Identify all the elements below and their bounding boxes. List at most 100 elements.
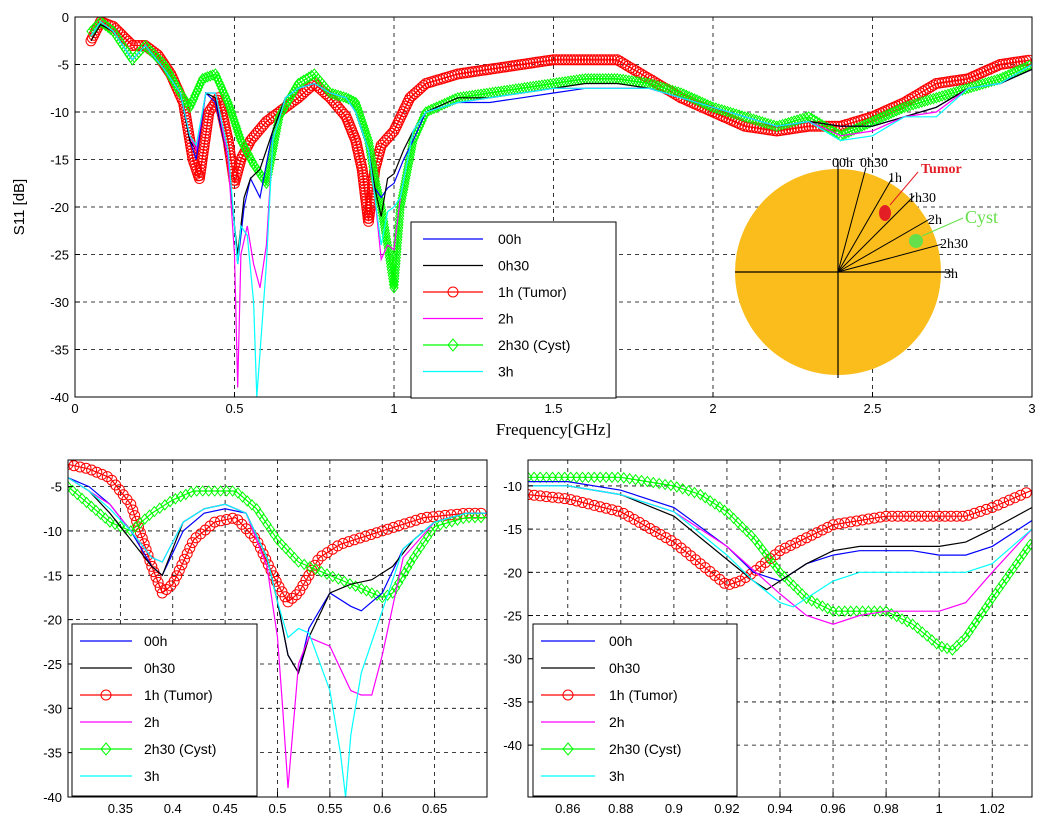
y-tick-label: -30 (43, 701, 62, 716)
marker-circle (628, 513, 640, 525)
marker-diamond (529, 471, 539, 484)
marker-circle (173, 564, 185, 576)
marker-diamond (928, 92, 939, 105)
marker-circle (262, 559, 274, 571)
marker-diamond (218, 85, 228, 97)
marker-diamond (705, 100, 715, 112)
marker-diamond (991, 587, 1001, 600)
marker-circle (998, 497, 1010, 509)
marker-circle (540, 491, 552, 503)
marker-diamond (1025, 538, 1032, 551)
x-tick-label: 0.5 (268, 801, 286, 816)
tumor-label: Tumor (921, 162, 962, 177)
legend-label: 2h (609, 714, 625, 730)
cyst-pointer (921, 217, 964, 237)
marker-diamond (400, 566, 410, 579)
legend-label: 00h (498, 231, 521, 247)
marker-circle (597, 54, 609, 66)
marker-diamond (204, 485, 214, 497)
marker-diamond (240, 142, 250, 155)
marker-diamond (719, 104, 730, 117)
marker-diamond (687, 91, 697, 104)
marker-diamond (362, 131, 373, 144)
marker-circle (635, 68, 647, 80)
x-tick-label: 0 (71, 401, 78, 416)
marker-diamond (236, 134, 246, 147)
y-tick-label: -15 (503, 522, 522, 537)
legend-label: 0h30 (144, 660, 175, 676)
marker-diamond (728, 107, 738, 120)
legend-item: 2h (541, 714, 625, 730)
marker-diamond (239, 139, 249, 152)
marker-diamond (221, 485, 232, 497)
x-tick-label: 0.6 (373, 801, 391, 816)
marker-diamond (975, 78, 985, 91)
marker-circle (577, 54, 588, 66)
legend-marker-diamond (100, 742, 112, 756)
marker-diamond (766, 118, 776, 131)
marker-diamond (734, 109, 744, 121)
legend-label: 2h30 (Cyst) (609, 741, 681, 757)
marker-circle (868, 512, 880, 524)
marker-circle (528, 489, 540, 501)
marker-diamond (961, 631, 971, 643)
marker-diamond (191, 87, 201, 99)
cyst-marker (909, 234, 923, 248)
legend-item: 0h30 (80, 660, 175, 676)
marker-circle (827, 519, 839, 531)
marker-diamond (476, 511, 486, 524)
y-tick-label: -35 (50, 343, 69, 358)
marker-circle (556, 54, 568, 66)
marker-circle (421, 511, 433, 523)
marker-diamond (886, 107, 896, 120)
marker-diamond (692, 94, 702, 106)
marker-diamond (1004, 567, 1015, 580)
marker-diamond (244, 150, 255, 163)
marker-diamond (912, 622, 923, 634)
legend-item: 1h (Tumor) (80, 687, 213, 703)
marker-circle (209, 516, 221, 528)
marker-diamond (220, 90, 231, 103)
marker-diamond (980, 77, 991, 89)
marker-circle (133, 521, 144, 533)
marker-circle (1020, 487, 1032, 499)
marker-diamond (911, 97, 921, 110)
marker-diamond (384, 248, 394, 261)
marker-diamond (286, 90, 296, 103)
marker-circle (606, 504, 618, 516)
marker-diamond (857, 120, 867, 133)
marker-diamond (356, 114, 367, 126)
marker-circle (316, 550, 328, 562)
marker-diamond (763, 117, 773, 130)
marker-diamond (613, 471, 623, 484)
marker-diamond (892, 610, 902, 623)
marker-diamond (728, 512, 739, 525)
clock-label: 2h (928, 213, 942, 228)
marker-diamond (751, 114, 762, 127)
marker-diamond (372, 589, 382, 602)
marker-diamond (977, 606, 987, 619)
marker-diamond (905, 99, 915, 112)
marker-circle (920, 84, 932, 96)
marker-diamond (748, 113, 759, 126)
marker-diamond (232, 122, 242, 135)
marker-circle (568, 54, 580, 66)
marker-diamond (277, 538, 287, 551)
x-tick-label: 0.96 (820, 801, 845, 816)
marker-diamond (715, 501, 725, 513)
marker-diamond (672, 481, 682, 493)
marker-circle (337, 537, 349, 549)
marker-diamond (974, 611, 984, 624)
marker-diamond (197, 72, 208, 85)
marker-diamond (203, 70, 213, 83)
marker-diamond (957, 84, 968, 96)
marker-diamond (780, 117, 791, 130)
legend-item: 0h30 (541, 660, 640, 676)
marker-diamond (237, 491, 248, 503)
x-tick-label: 1 (936, 801, 943, 816)
marker-diamond (886, 607, 897, 620)
x-tick-label: 0.45 (212, 801, 237, 816)
marker-circle (146, 560, 158, 572)
legend-label: 3h (609, 768, 625, 784)
legend-item: 1h (Tumor) (423, 284, 567, 300)
